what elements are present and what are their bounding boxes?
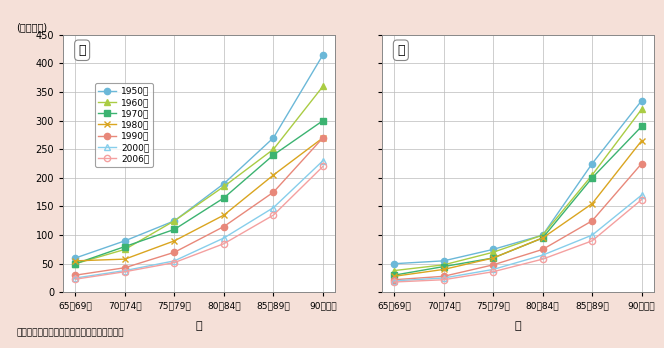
Text: 女: 女 [397, 44, 404, 57]
Text: 男: 男 [78, 44, 86, 57]
X-axis label: 女: 女 [515, 322, 521, 331]
X-axis label: 男: 男 [196, 322, 203, 331]
Text: (人口千対): (人口千対) [17, 23, 48, 33]
Text: 資料：厚生労働省「人口動態統計」より作成: 資料：厚生労働省「人口動態統計」より作成 [17, 329, 124, 338]
Legend: 1950年, 1960年, 1970年, 1980年, 1990年, 2000年, 2006年: 1950年, 1960年, 1970年, 1980年, 1990年, 2000年… [95, 83, 153, 167]
